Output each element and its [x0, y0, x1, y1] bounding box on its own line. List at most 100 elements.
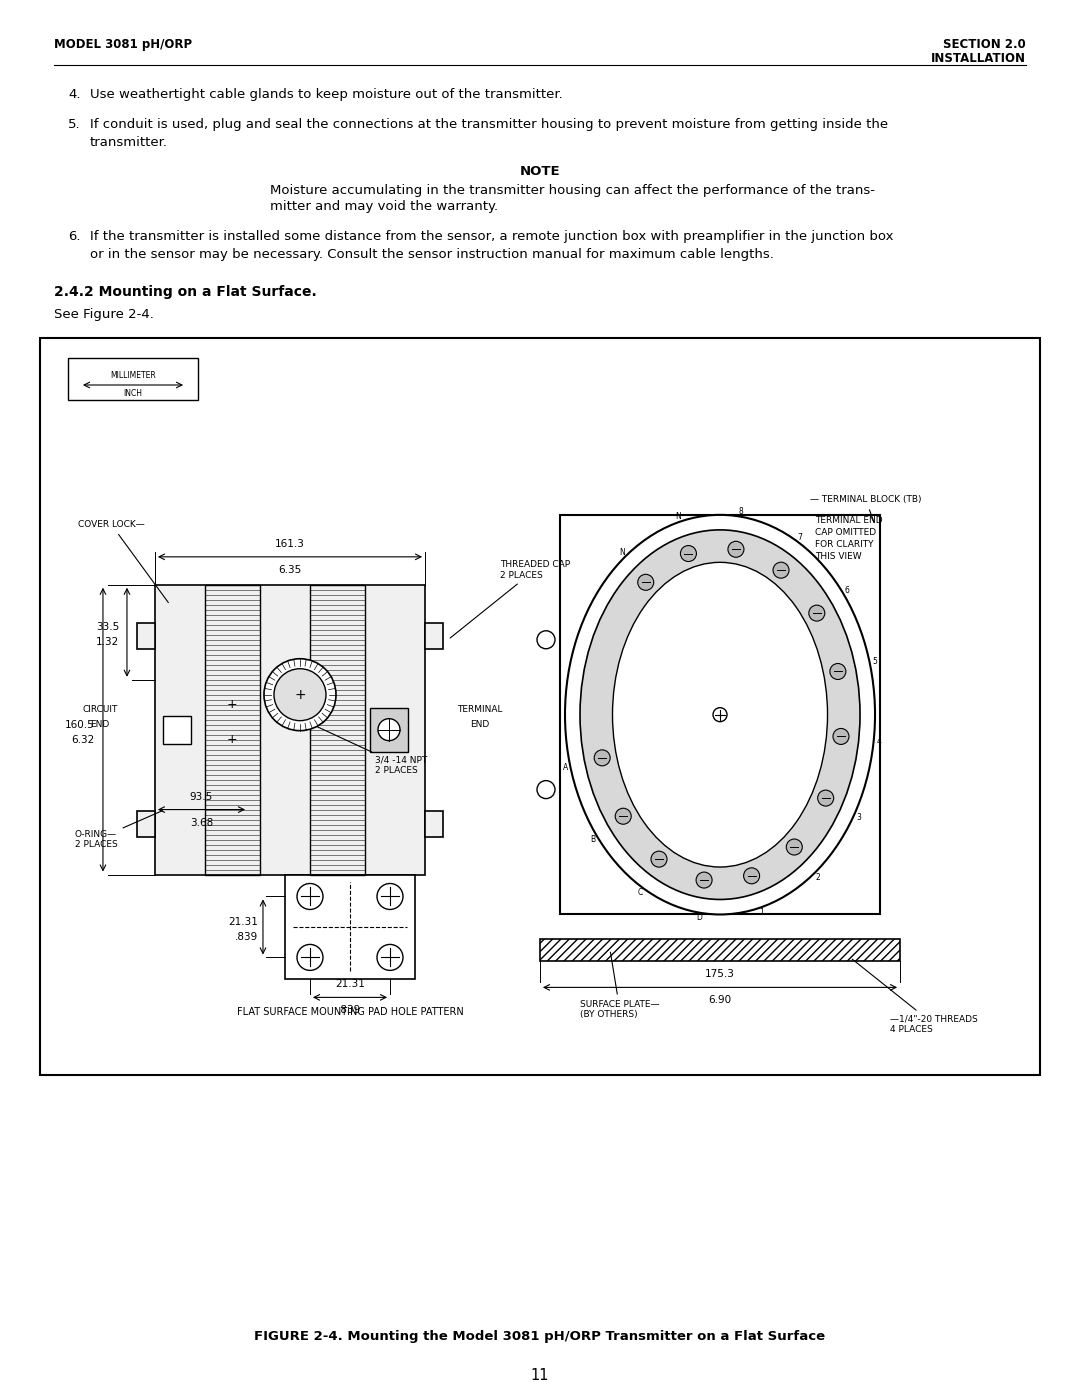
Bar — [285, 875, 415, 979]
Bar — [137, 810, 154, 837]
Circle shape — [744, 868, 759, 884]
Text: 5: 5 — [873, 657, 877, 666]
Text: 33.5: 33.5 — [96, 622, 119, 633]
Text: SURFACE PLATE—
(BY OTHERS): SURFACE PLATE— (BY OTHERS) — [580, 953, 660, 1018]
Text: THIS VIEW: THIS VIEW — [815, 552, 862, 560]
Text: See Figure 2-4.: See Figure 2-4. — [54, 307, 153, 321]
Circle shape — [697, 872, 712, 888]
Text: 1.32: 1.32 — [96, 637, 119, 647]
Text: B: B — [591, 835, 596, 844]
Bar — [310, 585, 365, 875]
Text: COVER LOCK—: COVER LOCK— — [78, 520, 168, 602]
Text: 4.: 4. — [68, 88, 81, 101]
Text: 3: 3 — [856, 813, 861, 821]
Text: mitter and may void the warranty.: mitter and may void the warranty. — [270, 200, 498, 212]
Bar — [68, 358, 198, 400]
Circle shape — [651, 851, 667, 868]
Bar — [426, 810, 443, 837]
Text: 160.5: 160.5 — [65, 719, 95, 729]
Ellipse shape — [565, 515, 875, 915]
Text: TERMINAL END: TERMINAL END — [815, 515, 882, 525]
Text: 6: 6 — [845, 585, 849, 595]
Text: transmitter.: transmitter. — [90, 136, 168, 149]
Text: INSTALLATION: INSTALLATION — [931, 52, 1026, 66]
Circle shape — [809, 605, 825, 622]
Bar — [561, 515, 880, 915]
Circle shape — [833, 728, 849, 745]
Circle shape — [297, 883, 323, 909]
Circle shape — [728, 541, 744, 557]
Text: 6.90: 6.90 — [708, 996, 731, 1006]
Text: 11: 11 — [530, 1368, 550, 1383]
Ellipse shape — [580, 529, 860, 900]
Text: —1/4"-20 THREADS
4 PLACES: —1/4"-20 THREADS 4 PLACES — [852, 960, 977, 1034]
Text: INCH: INCH — [123, 388, 143, 398]
Text: 8: 8 — [739, 507, 743, 515]
Circle shape — [537, 781, 555, 799]
Text: N: N — [676, 513, 681, 521]
Text: SECTION 2.0: SECTION 2.0 — [943, 38, 1026, 52]
Text: END: END — [471, 721, 489, 729]
Bar — [426, 623, 443, 648]
Text: 4: 4 — [876, 736, 881, 746]
Circle shape — [378, 718, 400, 740]
Circle shape — [537, 631, 555, 648]
Circle shape — [680, 546, 697, 562]
Text: FOR CLARITY: FOR CLARITY — [815, 539, 874, 549]
Bar — [154, 585, 426, 875]
Text: O-RING—
2 PLACES: O-RING— 2 PLACES — [75, 810, 162, 849]
Text: END: END — [91, 721, 109, 729]
Text: CIRCUIT: CIRCUIT — [82, 705, 118, 714]
Bar — [40, 338, 1040, 1076]
Text: 7: 7 — [798, 532, 802, 542]
Text: 21.31: 21.31 — [228, 916, 258, 928]
Text: MILLIMETER: MILLIMETER — [110, 370, 156, 380]
Text: 161.3: 161.3 — [275, 539, 305, 549]
Text: 6.: 6. — [68, 231, 81, 243]
Text: 3/4 -14 NPT
2 PLACES: 3/4 -14 NPT 2 PLACES — [318, 726, 428, 775]
Ellipse shape — [612, 563, 827, 868]
Text: 2: 2 — [815, 873, 820, 882]
Text: C: C — [637, 887, 643, 897]
Text: +: + — [294, 687, 306, 701]
Text: +: + — [227, 733, 238, 746]
Text: THREADED CAP
2 PLACES: THREADED CAP 2 PLACES — [450, 560, 570, 638]
Circle shape — [616, 809, 631, 824]
Text: Moisture accumulating in the transmitter housing can affect the performance of t: Moisture accumulating in the transmitter… — [270, 184, 875, 197]
Text: MODEL 3081 pH/ORP: MODEL 3081 pH/ORP — [54, 38, 192, 52]
Circle shape — [264, 659, 336, 731]
Text: Use weathertight cable glands to keep moisture out of the transmitter.: Use weathertight cable glands to keep mo… — [90, 88, 563, 101]
Text: — TERMINAL BLOCK (TB): — TERMINAL BLOCK (TB) — [810, 496, 921, 522]
Circle shape — [377, 883, 403, 909]
Circle shape — [786, 840, 802, 855]
Text: CAP OMITTED: CAP OMITTED — [815, 528, 876, 536]
Text: or in the sensor may be necessary. Consult the sensor instruction manual for max: or in the sensor may be necessary. Consu… — [90, 249, 774, 261]
Text: 2.4.2 Mounting on a Flat Surface.: 2.4.2 Mounting on a Flat Surface. — [54, 285, 316, 299]
Text: 5.: 5. — [68, 117, 81, 131]
Text: 6.32: 6.32 — [71, 735, 95, 745]
Circle shape — [637, 574, 653, 591]
Circle shape — [829, 664, 846, 679]
Text: .839: .839 — [234, 932, 258, 942]
Bar — [540, 939, 900, 961]
Text: FLAT SURFACE MOUNTING PAD HOLE PATTERN: FLAT SURFACE MOUNTING PAD HOLE PATTERN — [237, 1007, 463, 1017]
Text: +: + — [227, 698, 238, 711]
Text: D: D — [697, 914, 702, 922]
Text: TERMINAL: TERMINAL — [457, 705, 503, 714]
Text: If the transmitter is installed some distance from the sensor, a remote junction: If the transmitter is installed some dis… — [90, 231, 893, 243]
Circle shape — [297, 944, 323, 971]
Text: N: N — [620, 548, 625, 557]
Circle shape — [274, 669, 326, 721]
Bar — [205, 585, 260, 875]
Text: 6.35: 6.35 — [279, 564, 301, 574]
Circle shape — [713, 708, 727, 722]
Text: If conduit is used, plug and seal the connections at the transmitter housing to : If conduit is used, plug and seal the co… — [90, 117, 888, 131]
Text: FIGURE 2-4. Mounting the Model 3081 pH/ORP Transmitter on a Flat Surface: FIGURE 2-4. Mounting the Model 3081 pH/O… — [255, 1330, 825, 1343]
Bar — [370, 708, 408, 752]
Text: .839: .839 — [338, 1006, 362, 1016]
Circle shape — [377, 944, 403, 971]
Circle shape — [818, 791, 834, 806]
Bar — [163, 715, 191, 743]
Text: NOTE: NOTE — [519, 165, 561, 177]
Text: A: A — [563, 763, 568, 773]
